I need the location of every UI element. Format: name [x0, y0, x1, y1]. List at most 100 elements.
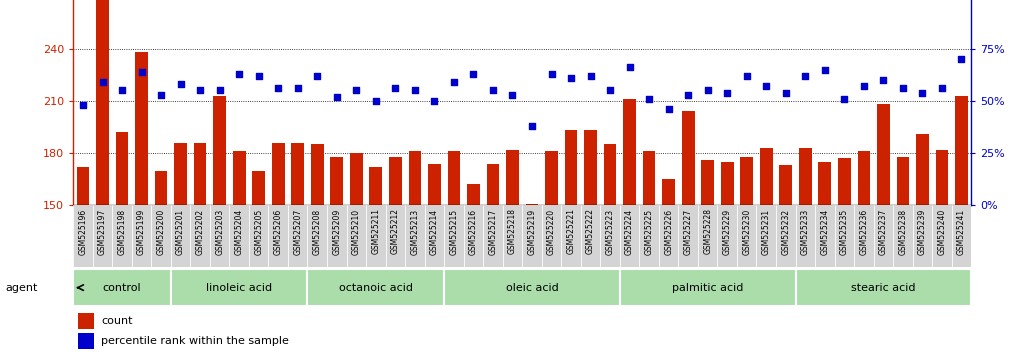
Point: [426, 98, 442, 104]
Bar: [425, 205, 444, 267]
Bar: [447, 152, 461, 354]
Point: [407, 87, 423, 93]
Text: GSM525226: GSM525226: [664, 209, 673, 255]
Bar: [210, 205, 230, 267]
Bar: [545, 152, 558, 354]
Bar: [97, 0, 109, 354]
Point: [504, 92, 521, 97]
Text: GSM525231: GSM525231: [762, 209, 771, 255]
Bar: [877, 104, 890, 354]
Text: GSM525205: GSM525205: [254, 209, 263, 255]
Text: GSM525196: GSM525196: [78, 209, 87, 255]
Text: GSM525203: GSM525203: [216, 209, 224, 255]
Bar: [835, 205, 854, 267]
Text: GSM525241: GSM525241: [957, 209, 966, 255]
Bar: [307, 205, 327, 267]
Bar: [662, 179, 675, 354]
Text: control: control: [103, 282, 141, 293]
Text: GSM525228: GSM525228: [703, 209, 712, 255]
Bar: [604, 144, 616, 354]
Bar: [678, 205, 698, 267]
Text: agent: agent: [5, 282, 38, 293]
Text: GSM525214: GSM525214: [430, 209, 439, 255]
Bar: [779, 165, 792, 354]
Text: GSM525211: GSM525211: [371, 209, 380, 255]
Bar: [483, 205, 502, 267]
Point: [876, 77, 892, 83]
Bar: [155, 171, 168, 354]
Text: GSM525234: GSM525234: [821, 209, 829, 255]
Point: [485, 87, 501, 93]
Text: GSM525206: GSM525206: [274, 209, 283, 255]
Bar: [77, 313, 94, 329]
Point: [797, 73, 814, 79]
Text: GSM525207: GSM525207: [293, 209, 302, 255]
Text: GSM525200: GSM525200: [157, 209, 166, 255]
Text: count: count: [101, 316, 132, 326]
Bar: [584, 131, 597, 354]
Bar: [955, 96, 968, 354]
Bar: [93, 205, 112, 267]
Text: GSM525216: GSM525216: [469, 209, 478, 255]
Bar: [366, 205, 385, 267]
Point: [583, 73, 599, 79]
Bar: [897, 156, 909, 354]
Bar: [581, 205, 600, 267]
Bar: [659, 205, 678, 267]
Bar: [444, 205, 464, 267]
Bar: [643, 152, 656, 354]
Text: GSM525236: GSM525236: [859, 209, 869, 255]
Point: [290, 86, 306, 91]
Bar: [795, 269, 971, 306]
Bar: [795, 205, 815, 267]
Bar: [640, 205, 659, 267]
Bar: [776, 205, 795, 267]
Point: [445, 79, 462, 85]
Point: [895, 86, 911, 91]
Bar: [292, 143, 304, 354]
Point: [328, 94, 345, 99]
Text: GSM525227: GSM525227: [683, 209, 693, 255]
Point: [621, 65, 638, 70]
Bar: [214, 96, 226, 354]
Bar: [409, 152, 421, 354]
Bar: [542, 205, 561, 267]
Bar: [171, 205, 190, 267]
Text: GSM525198: GSM525198: [118, 209, 126, 255]
Point: [934, 86, 950, 91]
Bar: [952, 205, 971, 267]
Text: GSM525225: GSM525225: [645, 209, 654, 255]
Text: GSM525204: GSM525204: [235, 209, 244, 255]
Bar: [350, 153, 363, 354]
Bar: [369, 167, 382, 354]
Bar: [464, 205, 483, 267]
Bar: [523, 205, 542, 267]
Text: percentile rank within the sample: percentile rank within the sample: [101, 336, 289, 346]
Bar: [73, 205, 93, 267]
Bar: [681, 111, 695, 354]
Bar: [717, 205, 737, 267]
Text: GSM525219: GSM525219: [528, 209, 537, 255]
Bar: [600, 205, 619, 267]
Bar: [444, 269, 619, 306]
Bar: [268, 205, 288, 267]
Point: [700, 87, 716, 93]
Bar: [73, 269, 171, 306]
Point: [641, 96, 657, 102]
Text: GSM525217: GSM525217: [488, 209, 497, 255]
Point: [660, 107, 676, 112]
Bar: [171, 269, 307, 306]
Point: [231, 71, 247, 76]
Point: [817, 67, 833, 72]
Bar: [152, 205, 171, 267]
Point: [738, 73, 755, 79]
Text: palmitic acid: palmitic acid: [672, 282, 743, 293]
Bar: [857, 152, 871, 354]
Bar: [874, 205, 893, 267]
Bar: [327, 205, 347, 267]
Text: GSM525218: GSM525218: [507, 209, 517, 255]
Text: GSM525240: GSM525240: [938, 209, 947, 255]
Bar: [194, 143, 206, 354]
Bar: [347, 205, 366, 267]
Text: stearic acid: stearic acid: [851, 282, 915, 293]
